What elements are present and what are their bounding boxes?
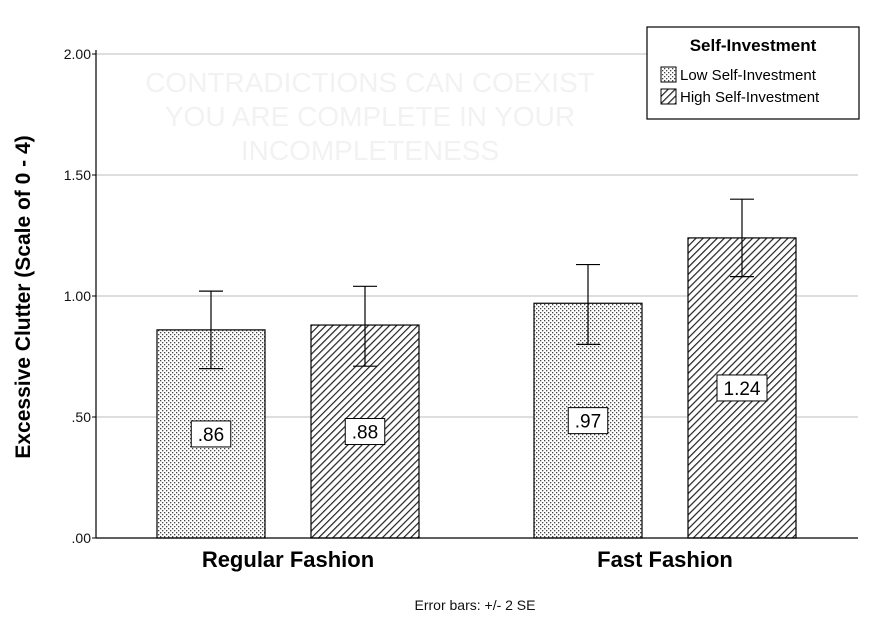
data-label: .88 (352, 423, 378, 444)
axes (92, 50, 858, 539)
bars-group (156, 237, 797, 539)
legend: Self-Investment Low Self-Investment High… (646, 26, 860, 120)
y-axis-title: Excessive Clutter (Scale of 0 - 4) (12, 135, 35, 458)
data-label: .97 (575, 412, 601, 433)
error-bars-group (199, 198, 754, 370)
legend-title: Self-Investment (690, 36, 817, 55)
data-label: 1.24 (724, 379, 761, 400)
legend-label-high: High Self-Investment (680, 89, 820, 106)
data-label-box (567, 407, 609, 435)
y-tick-label: 2.00 (64, 46, 91, 62)
y-tick-label: 1.00 (64, 288, 91, 304)
legend-label-low: Low Self-Investment (680, 67, 817, 84)
watermark-line: CONTRADICTIONS CAN COEXIST (145, 67, 595, 98)
legend-swatch-high (660, 88, 677, 105)
x-category-label: Fast Fashion (597, 547, 733, 572)
legend-box (646, 26, 860, 120)
y-tick-label: .00 (72, 530, 92, 546)
y-tick-labels: .00 .50 1.00 1.50 2.00 (64, 46, 91, 546)
watermark-line: INCOMPLETENESS (241, 135, 499, 166)
watermark-line: YOU ARE COMPLETE IN YOUR (165, 101, 575, 132)
x-category-labels: Regular Fashion Fast Fashion (202, 547, 733, 572)
data-label-box (716, 374, 768, 402)
legend-swatch-low (660, 66, 677, 83)
data-label-box (190, 420, 232, 448)
y-tick-label: 1.50 (64, 167, 91, 183)
data-labels-group: .86 .88 .97 1.24 (190, 374, 768, 448)
y-tick-label: .50 (72, 409, 92, 425)
data-label: .86 (198, 425, 224, 446)
data-label-box (344, 418, 386, 446)
x-category-label: Regular Fashion (202, 547, 374, 572)
footnote: Error bars: +/- 2 SE (415, 597, 536, 613)
